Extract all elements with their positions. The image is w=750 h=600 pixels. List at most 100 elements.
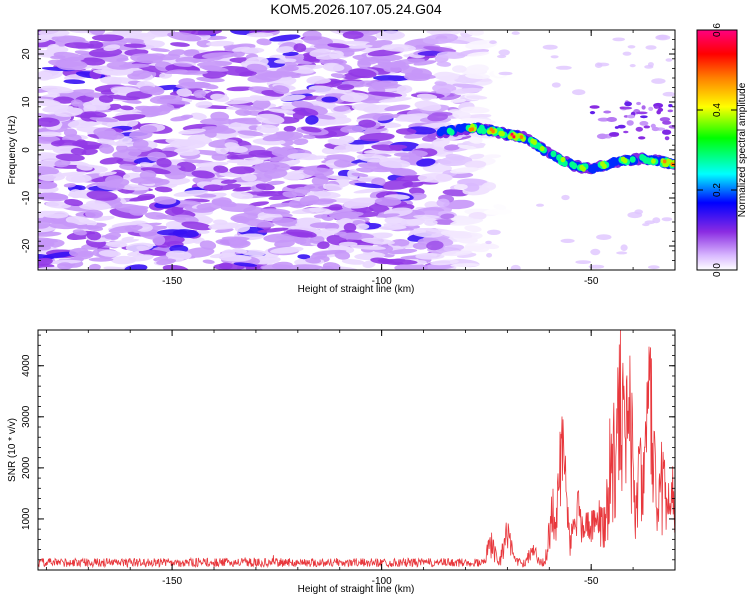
noise-blob xyxy=(195,230,210,234)
noise-blob xyxy=(299,195,320,206)
noise-blob xyxy=(343,222,357,233)
noise-blob xyxy=(536,203,544,207)
noise-blob xyxy=(154,186,173,193)
noise-blob xyxy=(54,107,83,117)
noise-blob xyxy=(485,240,492,245)
noise-blob xyxy=(120,105,134,111)
noise-blob xyxy=(424,263,456,270)
noise-blob xyxy=(665,58,673,62)
colorbar-tick-label: 0.6 xyxy=(712,23,723,37)
noise-blob xyxy=(379,159,411,169)
noise-blob xyxy=(114,203,149,214)
signal-spray xyxy=(617,124,626,129)
noise-blob xyxy=(388,248,418,255)
noise-blob xyxy=(302,134,316,139)
noise-blob xyxy=(312,249,347,256)
noise-blob xyxy=(38,257,53,266)
noise-blob xyxy=(167,32,202,42)
noise-blob xyxy=(629,64,636,68)
colorbar-tick-label: 0.4 xyxy=(712,103,723,117)
noise-blob xyxy=(46,259,82,265)
noise-blob xyxy=(129,195,156,202)
noise-blob xyxy=(303,167,335,177)
noise-blob xyxy=(150,48,170,52)
noise-blob xyxy=(355,80,391,88)
noise-blob xyxy=(367,91,403,97)
signal-cell xyxy=(581,166,586,172)
noise-blob xyxy=(91,34,124,42)
noise-blob xyxy=(450,218,484,226)
noise-blob xyxy=(381,44,416,52)
noise-blob xyxy=(72,229,87,236)
noise-blob xyxy=(555,65,572,70)
noise-blob xyxy=(112,148,142,159)
noise-blob xyxy=(176,88,192,97)
noise-blob xyxy=(110,114,146,121)
noise-blob xyxy=(390,238,410,247)
signal-spray xyxy=(668,125,675,129)
noise-blob xyxy=(254,162,275,171)
noise-blob xyxy=(322,183,343,191)
signal-cell xyxy=(662,159,667,164)
noise-blob xyxy=(89,117,119,123)
noise-blob xyxy=(356,153,389,163)
noise-blob xyxy=(271,149,292,157)
noise-blob xyxy=(384,216,407,226)
noise-blob xyxy=(453,184,468,190)
noise-blob xyxy=(56,60,88,71)
noise-blob xyxy=(483,154,502,159)
noise-blob xyxy=(69,247,89,257)
noise-blob xyxy=(330,73,346,79)
noise-blob xyxy=(440,213,455,220)
colorbar-tick-label: 0.2 xyxy=(712,183,723,197)
noise-blob xyxy=(167,69,189,75)
spectrogram-ylabel: Frequency (Hz) xyxy=(7,116,18,185)
noise-blob xyxy=(232,248,248,254)
noise-blob xyxy=(424,201,439,209)
signal-cell xyxy=(629,156,636,163)
noise-blob xyxy=(65,216,90,225)
signal-cell xyxy=(602,163,607,169)
signal-spray xyxy=(603,110,612,114)
noise-blob xyxy=(176,161,197,172)
noise-blob xyxy=(489,40,497,45)
noise-blob xyxy=(342,30,364,40)
noise-blob xyxy=(386,60,406,68)
noise-blob xyxy=(450,87,483,94)
noise-blob xyxy=(64,198,84,207)
noise-blob xyxy=(396,85,413,94)
signal-cell xyxy=(480,127,487,135)
noise-blob xyxy=(300,126,322,133)
noise-blob xyxy=(220,179,237,184)
noise-blob xyxy=(594,62,603,68)
noise-blob xyxy=(459,245,486,252)
noise-blob xyxy=(465,73,490,80)
noise-blob xyxy=(269,246,304,254)
noise-blob xyxy=(305,257,321,264)
noise-blob xyxy=(325,175,360,181)
noise-blob xyxy=(622,51,632,56)
colorbar-label: Normalized spectral amplitude xyxy=(737,82,748,217)
signal-cell xyxy=(512,135,516,139)
noise-blob xyxy=(175,82,211,89)
x-tick-label: -150 xyxy=(162,576,182,587)
noise-blob xyxy=(292,107,319,117)
x-tick-label: -100 xyxy=(372,276,392,287)
noise-blob xyxy=(276,46,294,54)
noise-blob xyxy=(240,47,265,54)
noise-blob xyxy=(467,51,490,57)
noise-blob xyxy=(47,43,60,53)
noise-blob xyxy=(257,227,289,233)
noise-blob xyxy=(590,248,601,256)
noise-blob xyxy=(40,210,69,219)
y-tick-label: 1000 xyxy=(21,507,32,530)
noise-blob xyxy=(452,65,467,73)
noise-blob xyxy=(345,142,365,152)
noise-blob xyxy=(434,81,447,86)
noise-blob xyxy=(561,194,570,201)
noise-blob xyxy=(433,71,459,81)
noise-blob xyxy=(230,191,254,200)
snr-ticks: -150 -100 -50 1000 2000 3000 4000 xyxy=(21,330,676,587)
